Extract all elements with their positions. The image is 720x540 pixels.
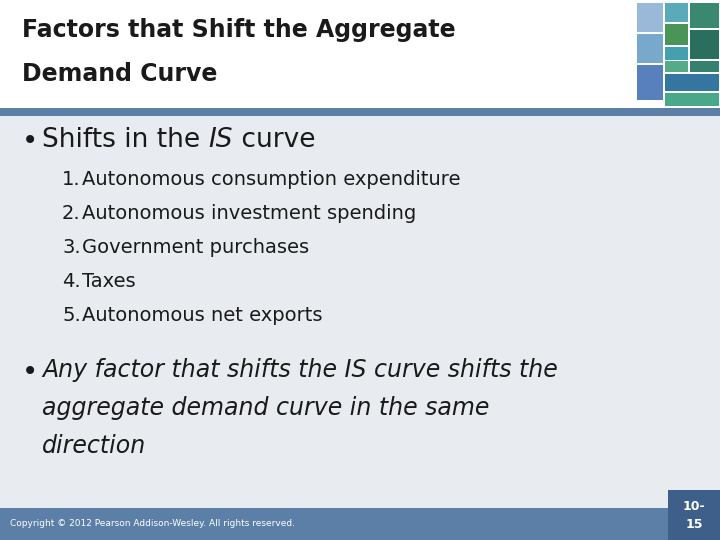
Bar	[664, 23, 688, 45]
Bar	[664, 92, 719, 106]
Text: Demand Curve: Demand Curve	[22, 62, 217, 86]
Text: Autonomous investment spending: Autonomous investment spending	[82, 204, 416, 223]
Text: Any factor that shifts the IS curve shifts the: Any factor that shifts the IS curve shif…	[42, 358, 558, 382]
Text: •: •	[22, 127, 38, 155]
Text: 5.: 5.	[62, 306, 81, 325]
Text: aggregate demand curve in the same: aggregate demand curve in the same	[42, 396, 490, 420]
Text: Factors that Shift the Aggregate: Factors that Shift the Aggregate	[22, 18, 456, 42]
Text: 10-: 10-	[683, 501, 706, 514]
Bar	[689, 29, 719, 59]
Text: Autonomous consumption expenditure: Autonomous consumption expenditure	[82, 170, 461, 189]
Bar	[668, 490, 720, 540]
Text: direction: direction	[42, 434, 146, 458]
Text: 15: 15	[685, 518, 703, 531]
Text: Copyright © 2012 Pearson Addison-Wesley. All rights reserved.: Copyright © 2012 Pearson Addison-Wesley.…	[10, 519, 295, 529]
Text: Autonomous net exports: Autonomous net exports	[82, 306, 323, 325]
Text: Government purchases: Government purchases	[82, 238, 309, 257]
Text: 3.: 3.	[62, 238, 81, 257]
Bar	[664, 46, 688, 72]
Bar	[0, 508, 720, 540]
Text: 4.: 4.	[62, 272, 81, 291]
Text: curve: curve	[233, 127, 315, 153]
Text: •: •	[22, 358, 38, 386]
Bar	[664, 2, 688, 22]
Bar	[0, 110, 720, 540]
Bar	[0, 0, 720, 110]
Text: Taxes: Taxes	[82, 272, 135, 291]
Bar	[664, 73, 719, 91]
Bar	[636, 33, 663, 63]
Bar	[689, 2, 719, 28]
Bar	[664, 60, 688, 72]
Bar	[636, 64, 663, 100]
Text: Shifts in the: Shifts in the	[42, 127, 209, 153]
Bar	[689, 60, 719, 72]
Bar	[636, 2, 663, 32]
Text: 1.: 1.	[62, 170, 81, 189]
Text: 2.: 2.	[62, 204, 81, 223]
Text: IS: IS	[209, 127, 233, 153]
Bar	[0, 108, 720, 116]
